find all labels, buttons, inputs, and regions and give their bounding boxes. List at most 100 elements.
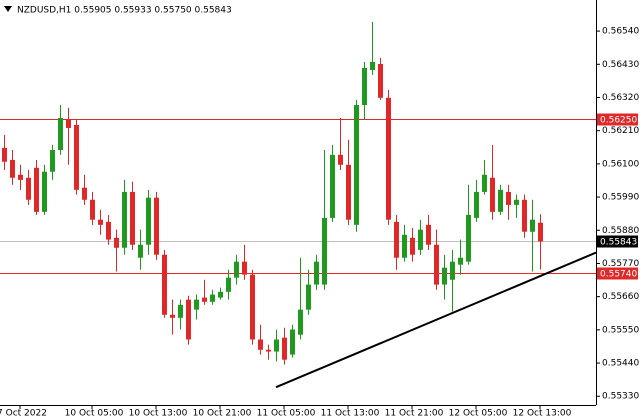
price-label: 0.56250 [600,116,637,126]
candle-body [74,124,79,190]
candle-body [290,329,295,355]
candle-body [2,147,7,162]
candle-body [114,237,119,248]
candle-body [210,294,215,302]
candle-body [498,189,503,212]
candle-body [306,284,311,310]
candle-body [122,191,127,248]
candle-body [202,297,207,302]
candle-body [90,199,95,220]
candle-body [410,237,415,255]
candle-body [514,199,519,205]
symbol-menu-icon[interactable] [4,6,12,12]
candle-body [42,171,47,212]
candle-body [442,267,447,285]
y-tick-label: 0.56430 [602,60,639,70]
y-tick-label: 0.56210 [602,126,639,136]
candle-body [490,177,495,212]
candle-body [466,214,471,262]
candle-body [18,174,23,180]
y-tick-label: 0.56100 [602,159,639,169]
candle-body [370,61,375,71]
candle-body [226,277,231,292]
candle-body [154,197,159,255]
candle-body [106,221,111,240]
candle-body [170,314,175,318]
x-tick-label: 10 Oct 21:00 [193,409,252,419]
candle-body [458,257,463,265]
candle-body [450,261,455,280]
x-tick-label: 10 Oct 13:00 [129,409,188,419]
candle-body [218,291,223,298]
price-label-box [597,235,638,248]
candle-body [314,261,319,285]
candle-body [530,219,535,232]
candle-body [194,299,199,310]
x-tick-label: 11 Oct 13:00 [321,409,380,419]
candle-body [394,221,399,258]
candle-body [10,159,15,178]
candle-body [66,119,71,128]
x-tick-label: 11 Oct 21:00 [385,409,444,419]
candle-body [250,274,255,340]
price-label: 0.55843 [600,238,637,248]
candle-body [282,337,287,360]
candle-body [178,304,183,318]
candle-body [322,217,327,285]
candle-body [522,199,527,232]
candle-body [26,177,31,200]
trendline [275,251,597,389]
x-tick-label: 11 Oct 05:00 [257,409,316,419]
candle-body [234,261,239,278]
candle-body [146,197,151,245]
y-tick-label: 0.55990 [602,193,639,203]
candle-body [138,244,143,258]
candle-body [298,309,303,335]
y-tick-label: 0.55440 [602,359,639,369]
candle-body [426,224,431,245]
candle-body [266,349,271,352]
candle-body [186,299,191,340]
candle-body [402,234,407,258]
candle-body [50,149,55,172]
price-label-box [597,113,638,126]
candle-body [378,63,383,98]
y-tick-label: 0.55770 [602,259,639,269]
price-label-box [597,267,638,280]
candle-body [242,261,247,275]
x-tick-label: 12 Oct 05:00 [449,409,508,419]
y-tick-label: 0.55330 [602,392,639,402]
y-tick-label: 0.56320 [602,93,639,103]
y-tick-label: 0.55660 [602,292,639,302]
candle-body [354,105,359,225]
candle-body [482,174,487,192]
candle-body [98,219,103,225]
candle-body [338,154,343,165]
candle-body [418,229,423,250]
candle-body [506,191,511,205]
candle-body [82,187,87,200]
candle-body [474,191,479,218]
candle-body [258,339,263,350]
candle-body [434,244,439,285]
price-label: 0.55740 [600,270,637,280]
candle-body [330,154,335,218]
y-tick-label: 0.55880 [602,226,639,236]
candle-body [346,164,351,220]
y-tick-label: 0.56540 [602,27,639,37]
candle-body [162,254,167,315]
x-tick-label: 12 Oct 13:00 [513,409,572,419]
x-tick-label: 10 Oct 05:00 [65,409,124,419]
chart-title: NZDUSD,H1 0.55905 0.55933 0.55750 0.5584… [17,6,232,16]
y-tick-label: 0.55550 [602,325,639,335]
candle-body [130,191,135,245]
x-tick-label: 7 Oct 2022 [0,409,47,419]
candle-body [34,167,39,212]
candle-body [538,222,543,242]
candle-body [58,117,63,150]
candle-body [274,339,279,352]
candle-body [386,97,391,220]
candle-body [362,67,367,106]
